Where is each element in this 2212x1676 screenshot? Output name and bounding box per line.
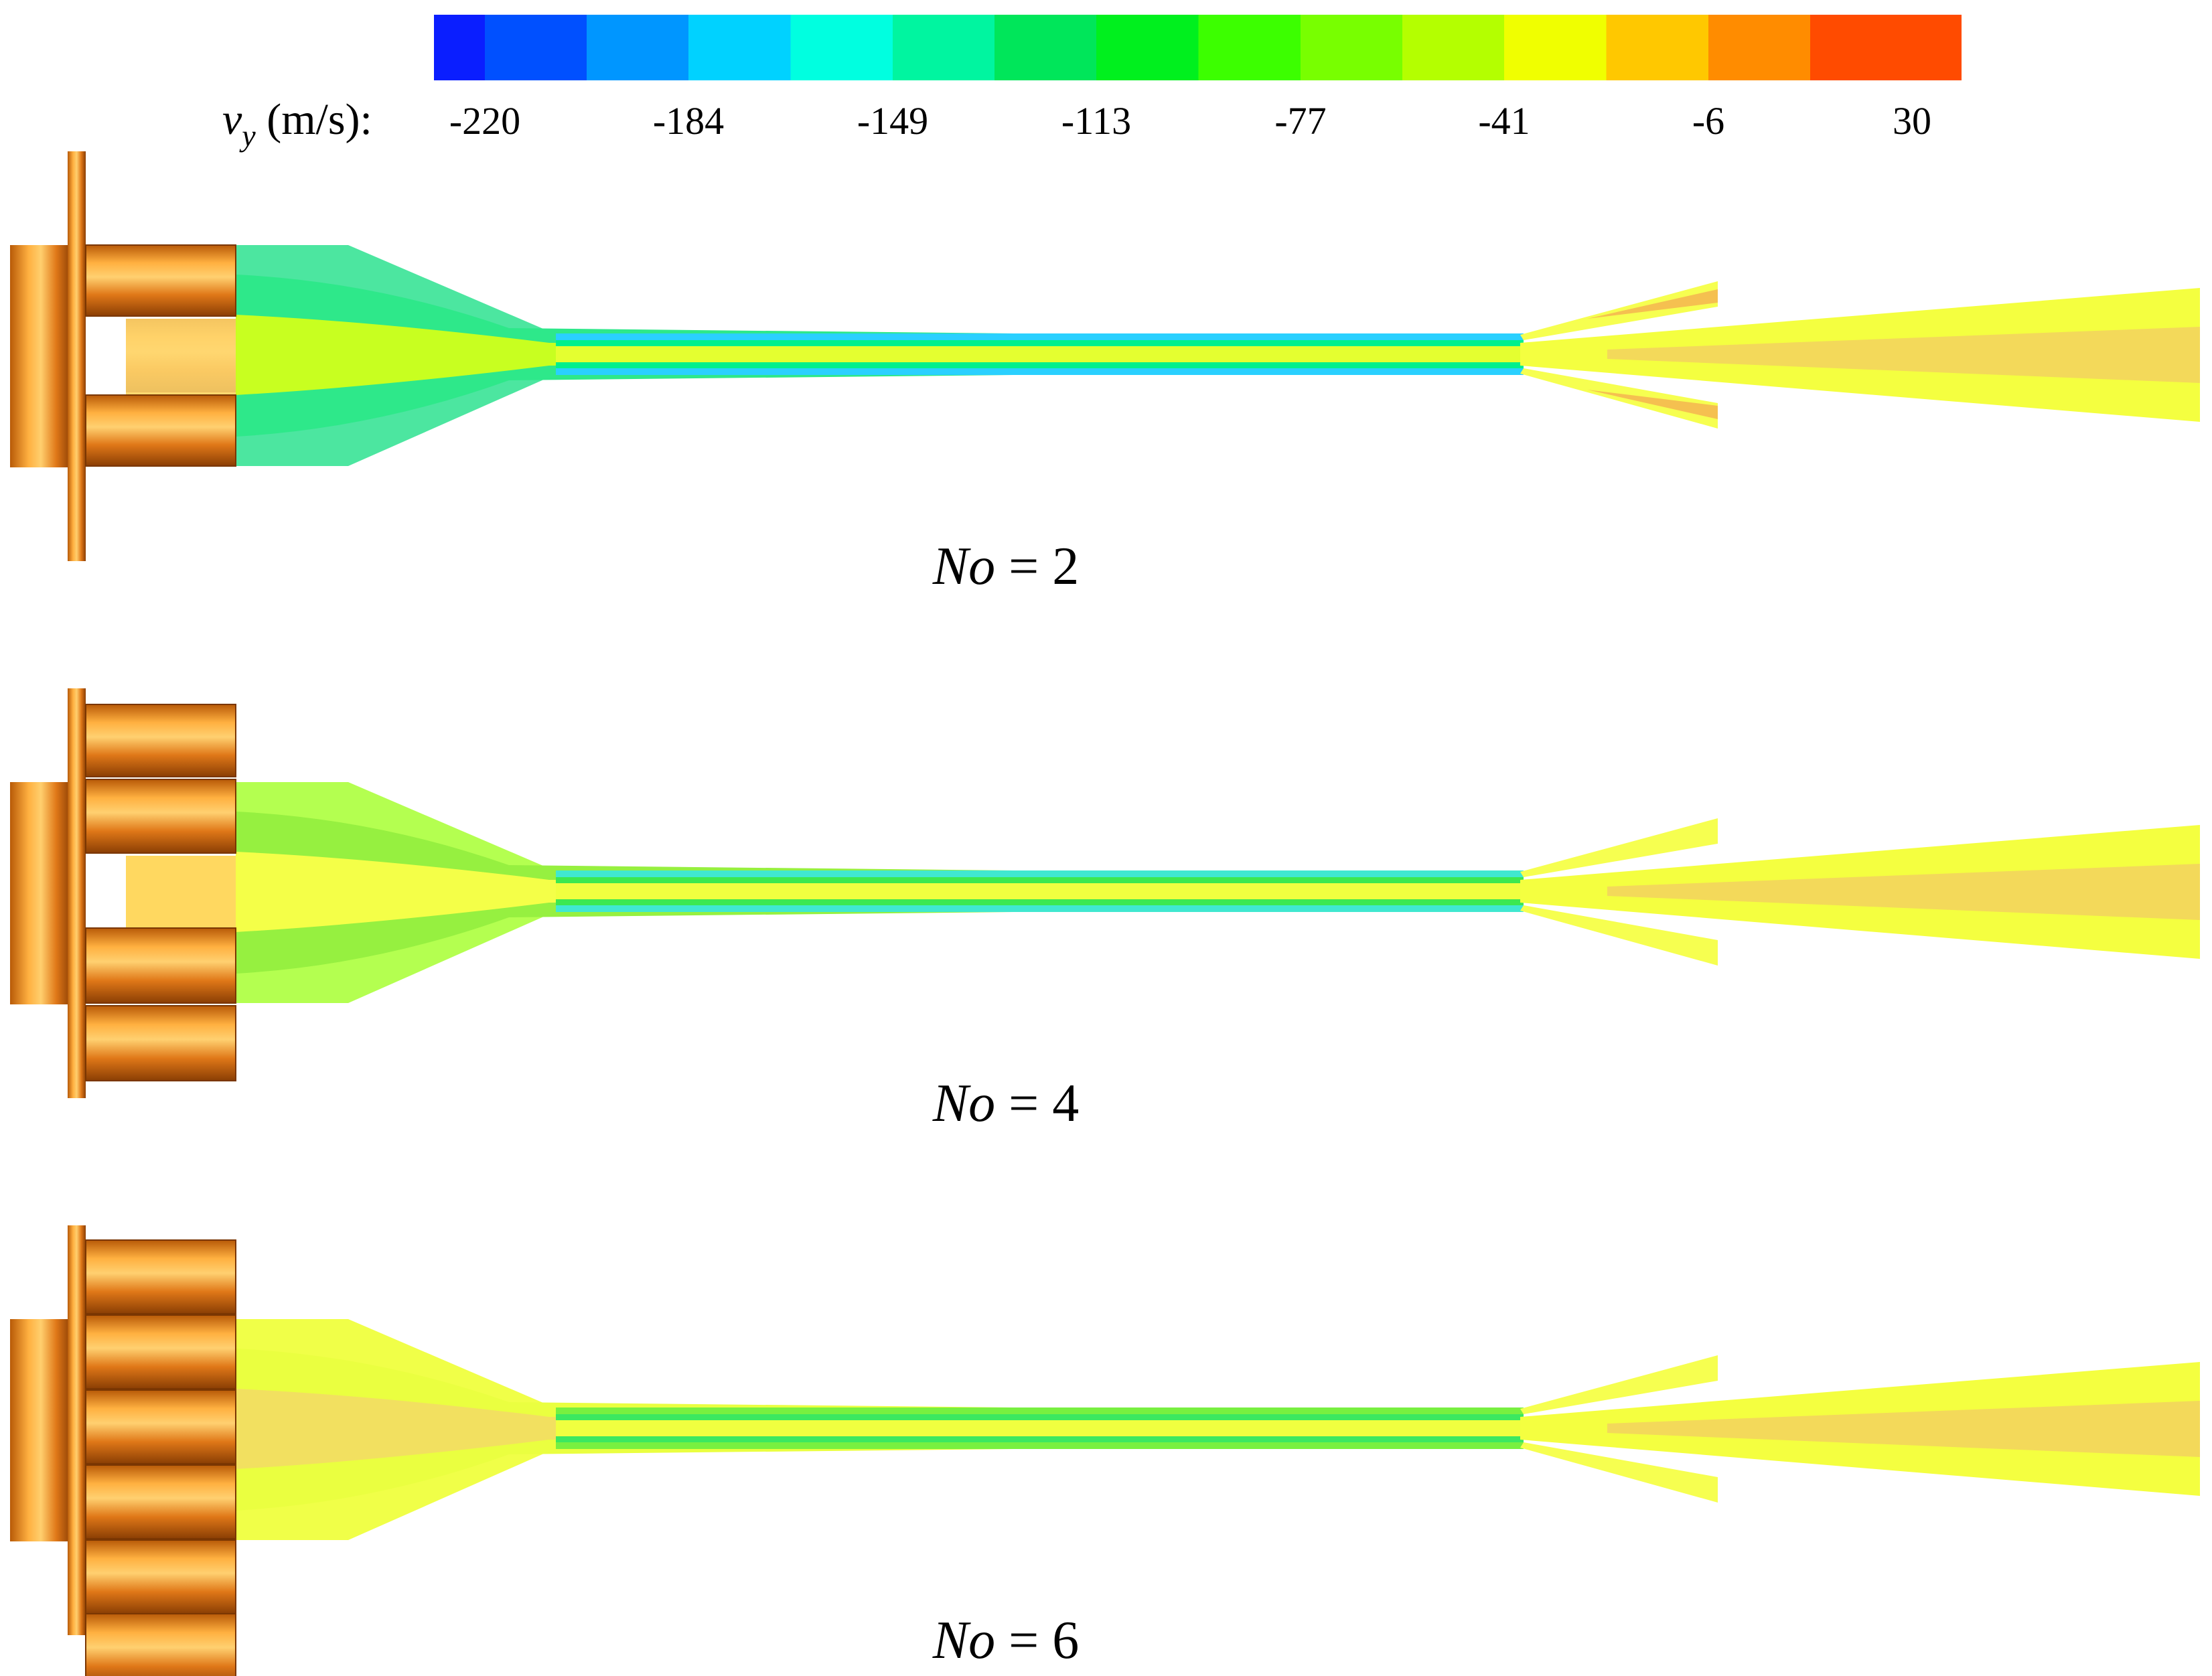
- colorbar-tick-label: -149: [857, 99, 928, 143]
- colorbar-swatch: [1301, 15, 1403, 80]
- channel-mid-band: [556, 877, 1524, 883]
- channel-mid-band: [556, 340, 1524, 346]
- colorbar-swatch: [1504, 15, 1607, 80]
- inlet-pipe: [85, 927, 236, 1004]
- colorbar-swatch: [434, 15, 486, 80]
- colorbar-swatch: [688, 15, 792, 80]
- inlet-pipe: [85, 704, 236, 777]
- colorbar-swatch: [1810, 15, 1962, 80]
- case-caption: No = 4: [932, 1074, 1079, 1133]
- colorbar-subscript: y: [239, 119, 256, 153]
- inlet-pipe: [85, 394, 236, 467]
- lower-side-jet-core: [1587, 927, 1718, 956]
- inlet-pipe: [85, 1005, 236, 1081]
- colorbar-title: vy (m/s):: [222, 95, 372, 153]
- inlet-pipe: [85, 1464, 236, 1539]
- colorbar-swatch: [1708, 15, 1811, 80]
- colorbar-swatch: [790, 15, 893, 80]
- inlet-pipe: [85, 1539, 236, 1614]
- colorbar-swatch: [485, 15, 587, 80]
- lower-side-jet-core: [1587, 1464, 1718, 1493]
- case-caption-value: = 2: [995, 537, 1079, 596]
- channel-wall-band: [556, 333, 1524, 340]
- colorbar-swatch: [1096, 15, 1199, 80]
- inlet-pipe: [85, 1389, 236, 1464]
- case-panel: No = 4: [10, 688, 2200, 1133]
- channel-wall-band: [556, 368, 1524, 375]
- colorbar-swatches: [434, 15, 1962, 80]
- channel-mid-band: [556, 362, 1524, 368]
- flange-plate: [68, 688, 86, 1098]
- case-panel: No = 6: [10, 1225, 2200, 1676]
- bore-shade: [126, 319, 236, 392]
- inlet-pipe: [85, 1314, 236, 1389]
- channel-core-band: [556, 883, 1524, 899]
- case-panel: No = 2: [10, 151, 2200, 596]
- case-caption: No = 6: [932, 1611, 1079, 1670]
- lower-side-jet: [1520, 368, 1718, 429]
- inlet-pipe: [85, 244, 236, 317]
- injector-assembly: [10, 688, 236, 1098]
- inlet-pipe: [85, 1613, 236, 1676]
- upper-side-jet: [1520, 281, 1718, 340]
- colorbar-tick-label: -220: [449, 99, 520, 143]
- case-caption-value: = 6: [995, 1611, 1079, 1670]
- case-caption-var: No: [932, 537, 995, 596]
- case-caption-var: No: [932, 1074, 995, 1133]
- case-caption-var: No: [932, 1611, 995, 1670]
- lower-side-jet: [1520, 1442, 1718, 1503]
- channel-mid-band: [556, 1414, 1524, 1420]
- lower-side-jet-core: [1587, 390, 1718, 419]
- injector-assembly: [10, 1225, 236, 1676]
- case-caption-value: = 4: [995, 1074, 1079, 1133]
- colorbar-tick-label: -6: [1692, 99, 1724, 143]
- colorbar-tick-label: -184: [653, 99, 724, 143]
- case-caption: No = 2: [932, 537, 1079, 596]
- flange-plate: [68, 1225, 86, 1635]
- colorbar-tick-label: -113: [1061, 99, 1131, 143]
- channel-core-band: [556, 1420, 1524, 1436]
- colorbar-variable: v: [222, 95, 242, 144]
- colorbar-swatch: [1606, 15, 1709, 80]
- colorbar-swatch: [587, 15, 689, 80]
- colorbar-swatch: [1198, 15, 1301, 80]
- colorbar-swatch: [1402, 15, 1505, 80]
- exit-plume-core: [1607, 327, 2200, 383]
- manifold-body: [10, 245, 72, 467]
- colorbar: vy (m/s): -220 -184 -149 -113 -77 -41 -6 30: [222, 15, 1962, 153]
- manifold-body: [10, 782, 72, 1004]
- manifold-body: [10, 1319, 72, 1541]
- upper-side-jet: [1520, 818, 1718, 877]
- channel-wall-band: [556, 905, 1524, 912]
- channel-core-band: [556, 346, 1524, 362]
- channel-wall-band: [556, 1407, 1524, 1414]
- colorbar-tick-label: -77: [1274, 99, 1326, 143]
- upper-side-jet-core: [1587, 826, 1718, 856]
- channel-wall-band: [556, 1442, 1524, 1449]
- colorbar-ticks: -220 -184 -149 -113 -77 -41 -6 30: [449, 99, 1931, 143]
- case-panels: No = 2No = 4No = 6: [10, 151, 2200, 1676]
- upper-side-jet-core: [1587, 1363, 1718, 1393]
- flange-plate: [68, 151, 86, 561]
- inlet-pipe: [85, 779, 236, 854]
- inlet-pipe: [85, 1239, 236, 1314]
- colorbar-unit: (m/s):: [256, 95, 372, 144]
- channel-wall-band: [556, 870, 1524, 877]
- channel-mid-band: [556, 1436, 1524, 1442]
- exit-plume-core: [1607, 864, 2200, 920]
- injector-assembly: [10, 151, 236, 561]
- exit-plume-core: [1607, 1401, 2200, 1457]
- colorbar-tick-label: -41: [1478, 99, 1530, 143]
- colorbar-swatch: [893, 15, 995, 80]
- colorbar-tick-label: 30: [1893, 99, 1931, 143]
- upper-side-jet-core: [1587, 289, 1718, 319]
- channel-mid-band: [556, 899, 1524, 905]
- upper-side-jet: [1520, 1355, 1718, 1414]
- lower-side-jet: [1520, 905, 1718, 966]
- colorbar-swatch: [994, 15, 1097, 80]
